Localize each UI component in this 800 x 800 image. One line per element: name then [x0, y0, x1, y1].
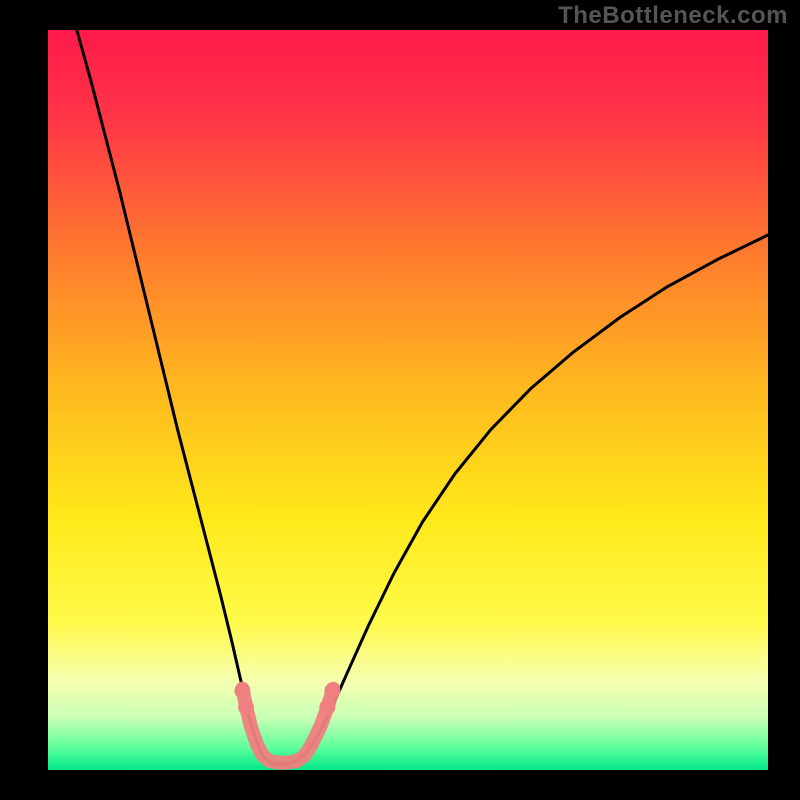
bottleneck-chart [0, 0, 800, 800]
chart-background [48, 30, 768, 770]
watermark-text: TheBottleneck.com [558, 2, 788, 30]
